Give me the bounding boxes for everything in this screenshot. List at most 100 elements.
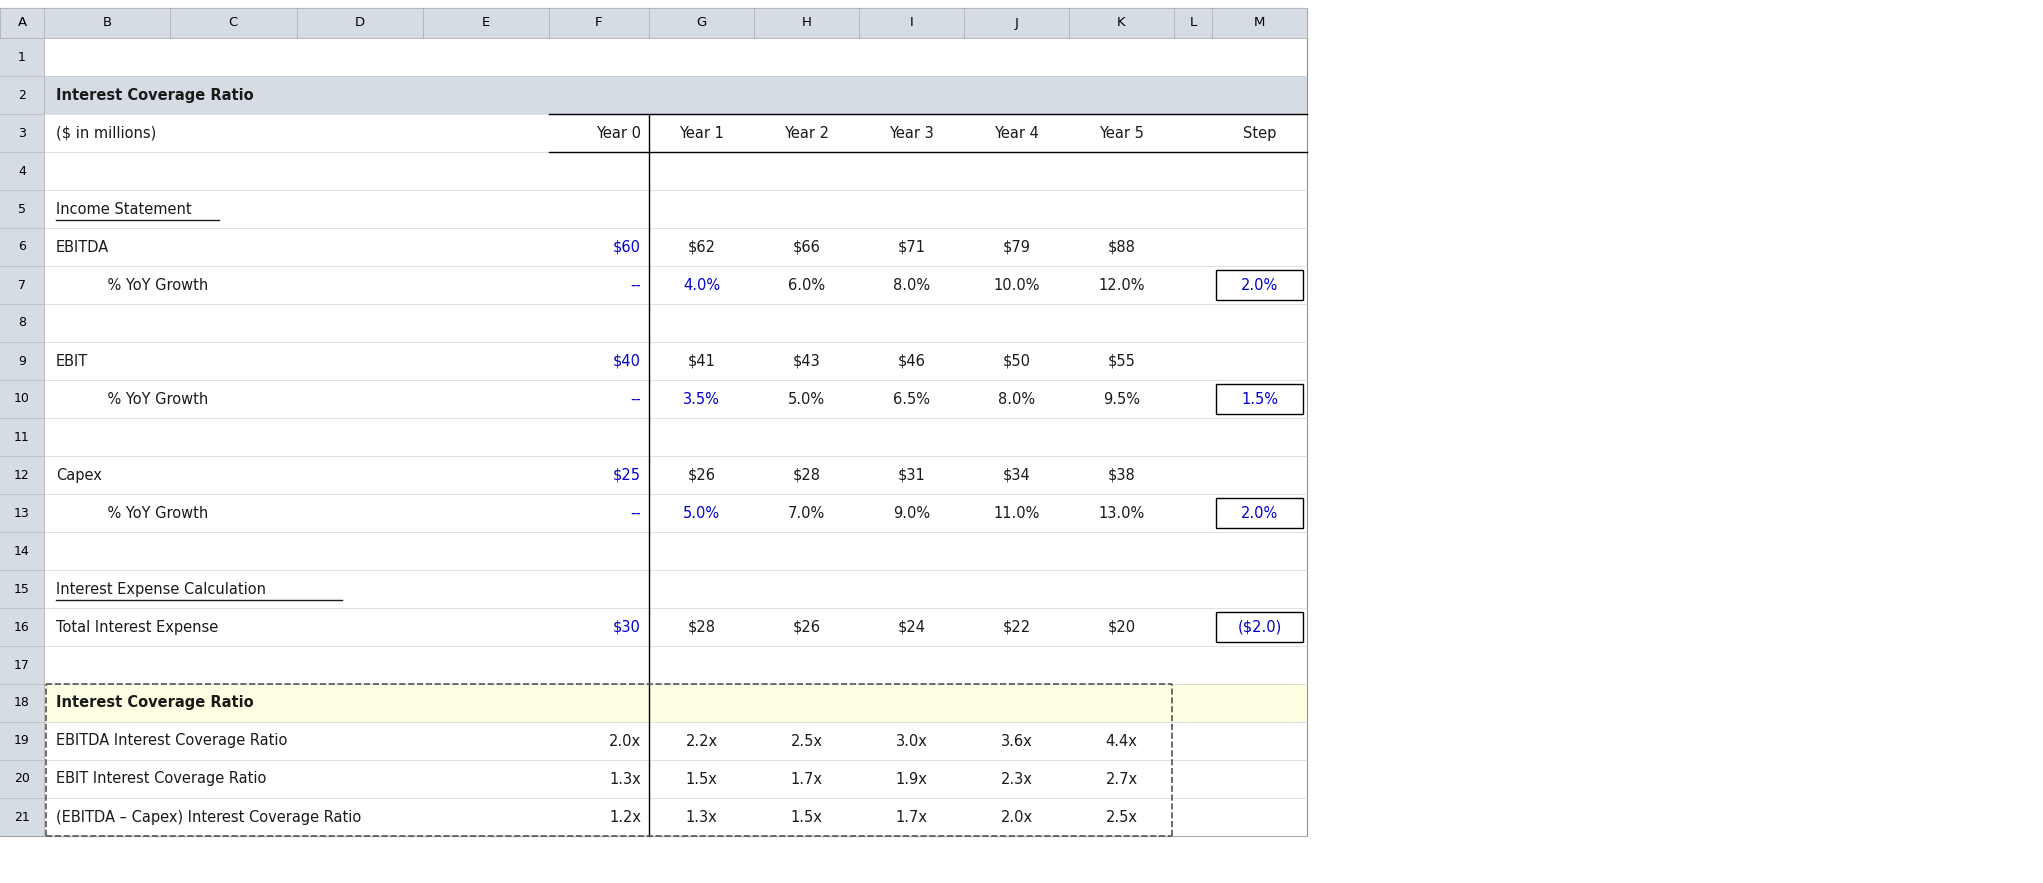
Text: EBITDA: EBITDA (55, 239, 108, 254)
Text: ($ in millions): ($ in millions) (55, 125, 155, 140)
Text: 8.0%: 8.0% (997, 391, 1036, 406)
Text: 11: 11 (14, 431, 31, 443)
Text: $66: $66 (793, 239, 821, 254)
Text: $30: $30 (613, 620, 642, 635)
Text: 3: 3 (18, 126, 27, 140)
Text: $26: $26 (688, 467, 715, 482)
Text: 1.5x: 1.5x (791, 810, 823, 825)
Text: 10: 10 (14, 393, 31, 405)
Bar (0, 494, 45, 532)
Text: 4.4x: 4.4x (1105, 734, 1138, 749)
Text: 6.0%: 6.0% (789, 277, 825, 292)
Bar (1216, 384, 1303, 414)
Bar (0, 228, 45, 266)
Text: 7: 7 (18, 278, 27, 291)
Bar (0, 342, 45, 380)
Text: EBIT: EBIT (55, 353, 88, 368)
Text: $24: $24 (897, 620, 925, 635)
Text: 6.5%: 6.5% (893, 391, 930, 406)
Bar (0, 684, 45, 722)
Text: 1.9x: 1.9x (895, 772, 928, 787)
Text: A: A (18, 17, 27, 29)
Text: $55: $55 (1107, 353, 1136, 368)
Bar (0, 646, 45, 684)
Text: $41: $41 (688, 353, 715, 368)
Text: 14: 14 (14, 545, 31, 557)
Bar (0, 798, 45, 836)
Text: EBITDA Interest Coverage Ratio: EBITDA Interest Coverage Ratio (55, 734, 288, 749)
Text: 2.0x: 2.0x (609, 734, 642, 749)
Bar (0, 722, 45, 760)
Bar (1216, 612, 1303, 642)
Text: 15: 15 (14, 583, 31, 595)
Text: 5.0%: 5.0% (682, 505, 719, 520)
Text: $46: $46 (897, 353, 925, 368)
Text: Capex: Capex (55, 467, 102, 482)
Text: 1.7x: 1.7x (895, 810, 928, 825)
Text: 2.5x: 2.5x (1105, 810, 1138, 825)
Text: 2.0%: 2.0% (1240, 277, 1279, 292)
Text: 3.5%: 3.5% (682, 391, 719, 406)
Bar (0, 8, 1308, 836)
Text: 8.0%: 8.0% (893, 277, 930, 292)
Bar (0, 8, 1308, 38)
Bar (0, 266, 45, 304)
Text: L: L (1189, 17, 1197, 29)
Text: $26: $26 (793, 620, 821, 635)
Bar (1216, 498, 1303, 528)
Bar (1216, 270, 1303, 300)
Bar (0, 456, 45, 494)
Text: --: -- (629, 391, 642, 406)
Text: 9.5%: 9.5% (1103, 391, 1140, 406)
Text: $31: $31 (897, 467, 925, 482)
Bar (0, 380, 45, 418)
Text: Interest Coverage Ratio: Interest Coverage Ratio (55, 87, 253, 102)
Text: Total Interest Expense: Total Interest Expense (55, 620, 219, 635)
Text: G: G (697, 17, 707, 29)
Bar (0, 190, 45, 228)
Text: Year 0: Year 0 (597, 125, 642, 140)
Bar (0, 152, 45, 190)
Bar (0, 608, 45, 646)
Text: 16: 16 (14, 621, 31, 633)
Bar (0, 38, 45, 76)
Text: 8: 8 (18, 316, 27, 329)
Text: 9: 9 (18, 354, 27, 367)
Text: E: E (482, 17, 490, 29)
Text: $28: $28 (793, 467, 821, 482)
Bar (45, 684, 1308, 722)
Bar (45, 76, 1308, 114)
Text: 2.5x: 2.5x (791, 734, 823, 749)
Text: 2.7x: 2.7x (1105, 772, 1138, 787)
Text: 13: 13 (14, 507, 31, 519)
Text: Step: Step (1242, 125, 1277, 140)
Text: 5.0%: 5.0% (789, 391, 825, 406)
Text: 4.0%: 4.0% (682, 277, 719, 292)
Text: I: I (909, 17, 913, 29)
Bar (0, 114, 45, 152)
Text: 6: 6 (18, 240, 27, 253)
Text: 1.2x: 1.2x (609, 810, 642, 825)
Text: H: H (801, 17, 811, 29)
Bar (0, 304, 45, 342)
Text: 2.3x: 2.3x (1001, 772, 1032, 787)
Text: 2.2x: 2.2x (686, 734, 717, 749)
Text: $28: $28 (688, 620, 715, 635)
Bar (0, 532, 45, 570)
Text: $50: $50 (1003, 353, 1030, 368)
Text: % YoY Growth: % YoY Growth (90, 391, 208, 406)
Text: 1.3x: 1.3x (686, 810, 717, 825)
Text: 9.0%: 9.0% (893, 505, 930, 520)
Text: $22: $22 (1003, 620, 1030, 635)
Bar (0, 760, 45, 798)
Text: $71: $71 (897, 239, 925, 254)
Text: B: B (102, 17, 112, 29)
Text: 7.0%: 7.0% (789, 505, 825, 520)
Text: EBIT Interest Coverage Ratio: EBIT Interest Coverage Ratio (55, 772, 266, 787)
Text: % YoY Growth: % YoY Growth (90, 505, 208, 520)
Text: 10.0%: 10.0% (993, 277, 1040, 292)
Text: 2: 2 (18, 88, 27, 102)
Text: 4: 4 (18, 164, 27, 177)
Text: 11.0%: 11.0% (993, 505, 1040, 520)
Text: F: F (595, 17, 603, 29)
